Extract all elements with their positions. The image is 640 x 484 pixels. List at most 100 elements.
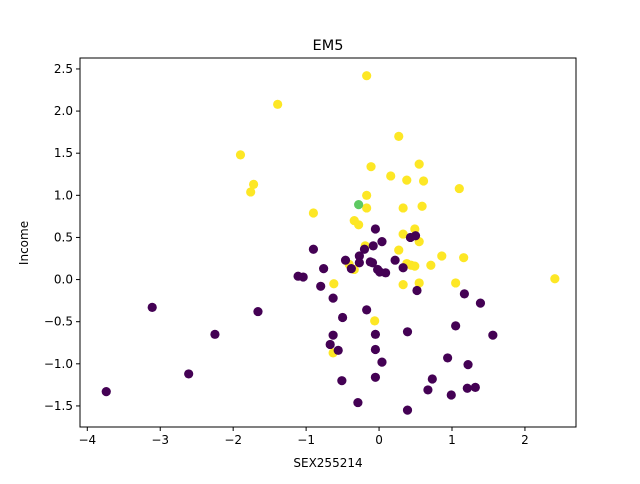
data-point <box>394 245 404 255</box>
data-point <box>475 298 486 308</box>
data-point <box>470 382 480 393</box>
data-point <box>362 190 372 200</box>
x-tick-label: −4 <box>78 433 96 447</box>
data-point <box>365 257 375 267</box>
data-point <box>308 244 319 254</box>
data-point <box>488 330 498 340</box>
y-tick-label: −1.0 <box>44 357 73 371</box>
x-tick-label: 1 <box>448 433 456 447</box>
data-point <box>390 255 400 265</box>
x-tick-label: 0 <box>375 433 383 447</box>
data-point <box>459 253 469 263</box>
y-tick-label: 0.0 <box>54 273 73 287</box>
data-point <box>451 278 461 288</box>
y-tick-label: 1.0 <box>54 188 73 202</box>
data-point <box>337 376 347 386</box>
data-point <box>386 171 396 181</box>
data-point <box>101 387 111 397</box>
data-point <box>298 272 308 282</box>
data-point <box>308 208 319 218</box>
data-point <box>550 274 560 284</box>
data-point <box>319 264 329 274</box>
data-point <box>462 383 472 393</box>
data-points <box>101 71 560 415</box>
data-point <box>329 279 339 289</box>
data-point <box>454 183 464 194</box>
x-tick-label: −3 <box>151 433 169 447</box>
data-point <box>370 316 380 326</box>
data-point <box>463 360 473 370</box>
data-point <box>353 397 363 408</box>
axis-ticks: −4 −3 −2 −1 0 1 2 −1.5 −1.0 −0.5 0.0 0.5 1.0 1.5 2.0 2.… <box>44 62 529 447</box>
data-point <box>394 131 404 141</box>
data-point <box>368 241 378 251</box>
x-tick-label: −2 <box>224 433 242 447</box>
data-point <box>328 293 338 303</box>
data-point <box>418 176 429 186</box>
data-point <box>325 339 335 350</box>
data-point <box>370 224 381 234</box>
data-point <box>423 385 433 395</box>
y-tick-label: 2.0 <box>54 104 73 118</box>
y-tick-label: 0.5 <box>54 230 73 244</box>
data-point <box>370 372 381 382</box>
data-point <box>451 321 461 331</box>
data-point <box>443 353 453 363</box>
data-point <box>354 220 364 230</box>
data-point <box>337 312 348 323</box>
data-point <box>354 251 364 261</box>
data-point <box>459 289 469 299</box>
y-tick-label: 1.5 <box>54 146 73 160</box>
data-point <box>246 187 256 197</box>
x-tick-label: 2 <box>521 433 529 447</box>
data-point <box>410 231 421 241</box>
data-point <box>427 374 437 384</box>
data-point <box>402 327 413 337</box>
data-point <box>402 405 413 415</box>
data-point <box>359 244 370 254</box>
data-point <box>354 258 364 268</box>
data-point <box>147 302 157 312</box>
data-point <box>398 263 408 273</box>
data-point <box>414 278 424 288</box>
y-tick-label: −1.5 <box>44 399 73 413</box>
data-point <box>362 71 372 81</box>
data-point <box>398 229 408 239</box>
data-point <box>426 260 436 270</box>
data-point <box>354 199 364 210</box>
y-tick-label: 2.5 <box>54 62 73 76</box>
y-axis-label: Income <box>17 221 31 265</box>
y-tick-label: −0.5 <box>44 315 73 329</box>
data-point <box>417 201 427 211</box>
data-point <box>398 203 408 213</box>
data-point <box>249 179 259 189</box>
x-tick-label: −1 <box>297 433 315 447</box>
chart-title: EM5 <box>313 38 344 54</box>
data-point <box>437 251 447 261</box>
data-point <box>253 306 263 317</box>
data-point <box>210 329 220 339</box>
data-point <box>235 150 246 160</box>
data-point <box>381 268 391 278</box>
data-point <box>316 281 326 291</box>
data-point <box>184 369 194 379</box>
data-point <box>402 175 412 185</box>
data-point <box>346 264 356 274</box>
data-point <box>362 203 372 213</box>
data-point <box>377 237 387 247</box>
plot-frame <box>79 57 577 428</box>
data-point <box>328 330 338 340</box>
data-point <box>412 285 422 296</box>
data-point <box>340 255 351 265</box>
data-point <box>366 162 376 172</box>
data-point <box>398 280 408 290</box>
data-point <box>362 305 372 315</box>
data-point <box>333 345 343 355</box>
data-point <box>370 344 381 355</box>
data-point <box>370 329 381 339</box>
data-point <box>410 224 420 234</box>
data-point <box>377 357 387 367</box>
